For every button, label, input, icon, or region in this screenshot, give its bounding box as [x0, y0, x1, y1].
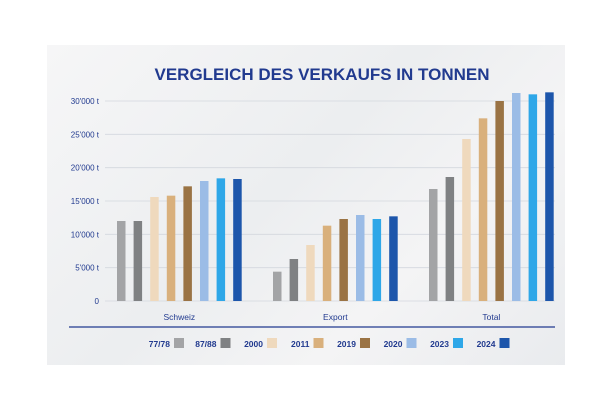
legend-label: 2019	[337, 339, 356, 349]
bar-export-2024	[389, 216, 398, 301]
bar-export-87-88	[289, 259, 299, 301]
bar-export-2011	[322, 225, 332, 301]
bar-schweiz-2024	[233, 179, 242, 301]
chart-title: VERGLEICH DES VERKAUFS IN TONNEN	[154, 65, 489, 84]
y-tick-label: 25'000 t	[71, 130, 100, 139]
bar-total-2011	[478, 118, 488, 301]
legend-swatch	[313, 338, 324, 348]
y-tick-label: 15'000 t	[71, 197, 100, 206]
bar-export-2023	[372, 219, 382, 301]
legend-swatch	[499, 338, 510, 348]
legend-swatch	[360, 338, 370, 348]
bar-export-2020	[356, 215, 365, 301]
bar-total-87-88	[445, 177, 455, 301]
y-tick-label: 0	[95, 297, 100, 306]
legend-swatch	[453, 338, 463, 348]
y-tick-label: 30'000 t	[71, 97, 100, 106]
legend: 77/78 87/88 2000 2011 2019 2020 2023 2024	[149, 338, 510, 349]
legend-swatch	[406, 338, 417, 348]
bar-schweiz-87-88	[133, 221, 143, 301]
chart-card: VERGLEICH DES VERKAUFS IN TONNEN 0 5'000 …	[47, 45, 565, 365]
bar-schweiz-2020	[200, 181, 209, 301]
bar-export-2019	[339, 219, 348, 301]
bar-total-2020	[512, 93, 521, 301]
x-category-label: Export	[323, 312, 348, 322]
legend-swatch	[174, 338, 184, 348]
x-category-label: Total	[482, 312, 500, 322]
bar-schweiz-2019	[183, 186, 192, 301]
legend-label: 87/88	[195, 339, 217, 349]
bar-total-2000	[462, 139, 471, 301]
bar-schweiz-2011	[166, 195, 176, 301]
y-tick-label: 10'000 t	[71, 230, 100, 239]
bar-export-77-78	[273, 271, 282, 301]
x-axis-categories: Schweiz Export Total	[164, 312, 501, 322]
y-tick-label: 5'000 t	[75, 264, 100, 273]
legend-swatch	[220, 338, 231, 348]
legend-label: 77/78	[149, 339, 171, 349]
legend-label: 2020	[384, 339, 403, 349]
legend-label: 2000	[244, 339, 263, 349]
bar-total-77-78	[429, 189, 438, 301]
legend-label: 2011	[291, 339, 310, 349]
bar-schweiz-2000	[150, 197, 159, 301]
bar-chart: VERGLEICH DES VERKAUFS IN TONNEN 0 5'000 …	[69, 65, 555, 349]
bar-schweiz-77-78	[117, 221, 126, 301]
y-axis-ticks: 0 5'000 t 10'000 t 15'000 t 20'000 t 25'000 t…	[71, 97, 100, 306]
bar-total-2019	[495, 101, 504, 301]
legend-swatch	[267, 338, 277, 348]
bar-total-2024	[545, 92, 554, 301]
bar-total-2023	[528, 94, 538, 301]
y-tick-label: 20'000 t	[71, 164, 100, 173]
legend-label: 2024	[477, 339, 496, 349]
x-category-label: Schweiz	[164, 312, 196, 322]
bar-schweiz-2023	[216, 178, 226, 301]
legend-label: 2023	[430, 339, 449, 349]
bar-export-2000	[306, 245, 315, 301]
bars	[117, 92, 554, 301]
